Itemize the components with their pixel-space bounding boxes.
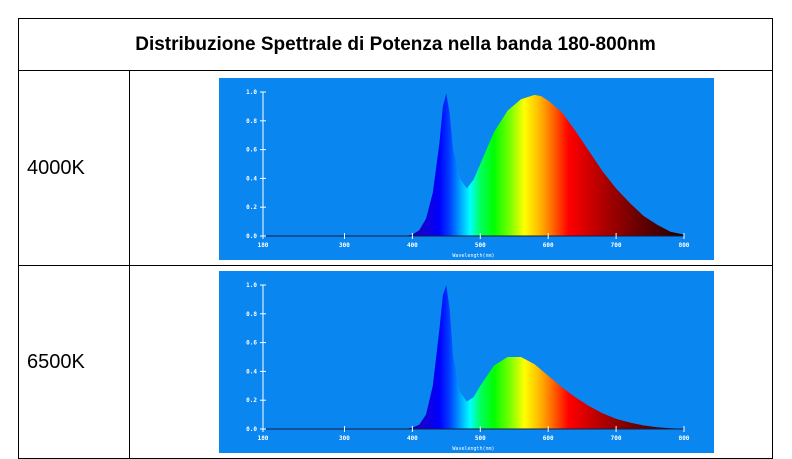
spd-area-series-0 <box>263 93 684 237</box>
y-tick-label-1: 0.2 <box>246 204 257 211</box>
y-tick-label-2: 0.4 <box>246 368 257 375</box>
x-axis-title: Wavelength(nm) <box>452 446 494 452</box>
row-label-4000k: 4000K <box>18 69 130 267</box>
y-tick-label-0: 0.0 <box>246 233 257 240</box>
spd-area-series-0 <box>263 285 684 430</box>
y-tick-label-3: 0.6 <box>246 147 257 154</box>
chart-cell-6500k: 0.0 0.2 0.4 0.6 0.8 1.0 180 300 400 500 600 700 800 W… <box>129 265 773 459</box>
y-tick-label-4: 0.8 <box>246 311 257 318</box>
x-tick-label-2: 400 <box>407 242 418 249</box>
spd-chart-4000k: 0.0 0.2 0.4 0.6 0.8 1.0 180 300 400 500 600 700 800 W… <box>219 78 714 260</box>
y-tick-label-2: 0.4 <box>246 175 257 182</box>
x-tick-label-0: 180 <box>258 435 269 442</box>
x-tick-label-4: 600 <box>543 435 554 442</box>
x-tick-label-5: 700 <box>611 435 622 442</box>
chart-cell-4000k: 0.0 0.2 0.4 0.6 0.8 1.0 180 300 400 500 600 700 800 W… <box>129 69 773 267</box>
x-tick-label-3: 500 <box>475 435 486 442</box>
y-tick-label-5: 1.0 <box>246 282 257 289</box>
row-6500k: 6500K 0.0 0.2 0.4 0.6 0.8 1.0 180 300 400 500 600 7… <box>18 265 773 459</box>
x-tick-label-1: 300 <box>339 242 350 249</box>
y-tick-label-0: 0.0 <box>246 426 257 433</box>
row-4000k: 4000K 0.0 0.2 0.4 0.6 0.8 1.0 180 300 400 500 600 7… <box>18 69 773 267</box>
x-tick-label-6: 800 <box>679 435 690 442</box>
title-row: Distribuzione Spettrale di Potenza nella… <box>18 18 773 71</box>
x-tick-label-3: 500 <box>475 242 486 249</box>
y-tick-label-5: 1.0 <box>246 89 257 96</box>
x-tick-label-1: 300 <box>339 435 350 442</box>
y-tick-label-4: 0.8 <box>246 118 257 125</box>
spd-table: Distribuzione Spettrale di Potenza nella… <box>18 18 773 459</box>
x-tick-label-6: 800 <box>679 242 690 249</box>
x-tick-label-5: 700 <box>611 242 622 249</box>
x-tick-label-0: 180 <box>258 242 269 249</box>
y-tick-label-3: 0.6 <box>246 340 257 347</box>
table-title: Distribuzione Spettrale di Potenza nella… <box>18 18 773 71</box>
x-axis-title: Wavelength(nm) <box>452 253 494 259</box>
row-label-6500k: 6500K <box>18 265 130 459</box>
spd-chart-6500k: 0.0 0.2 0.4 0.6 0.8 1.0 180 300 400 500 600 700 800 W… <box>219 271 714 454</box>
x-tick-label-4: 600 <box>543 242 554 249</box>
x-tick-label-2: 400 <box>407 435 418 442</box>
y-tick-label-1: 0.2 <box>246 397 257 404</box>
